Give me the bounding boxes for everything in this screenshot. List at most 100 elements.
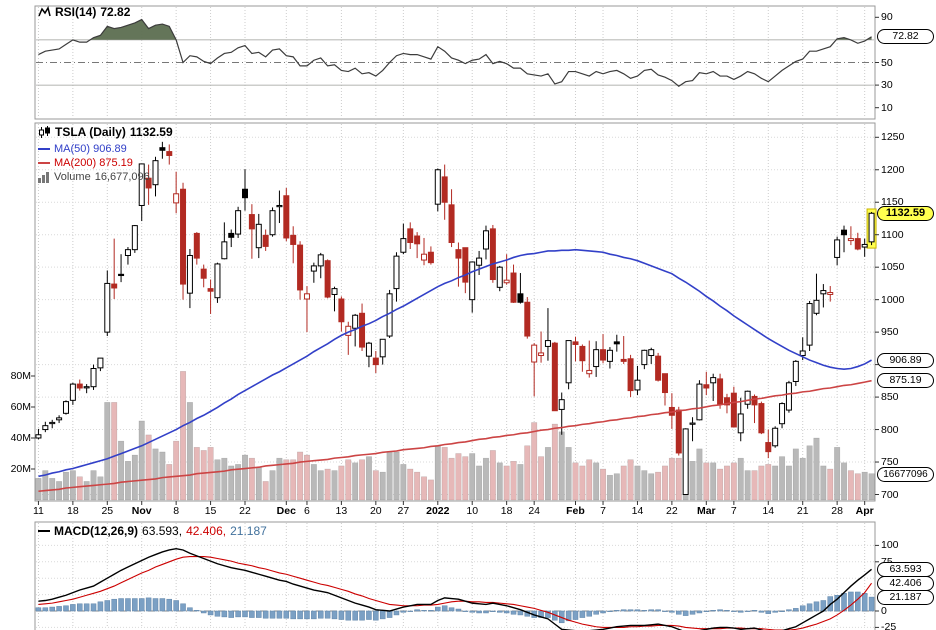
candle-body [861,243,868,248]
macd-histogram-bar [786,609,792,612]
candle-body [173,193,180,204]
macd-hist-value-badge: 21.187 [877,589,934,605]
candle-body [655,355,662,381]
volume-bar [737,457,744,501]
candle-body [806,303,813,346]
candle-body [324,260,331,298]
candle-body [565,340,572,384]
candle-body [847,238,854,242]
candle-body [779,403,786,425]
candle-body [489,228,496,281]
macd-histogram-bar [118,598,124,612]
volume-bar [668,457,675,501]
volume-bar [207,447,214,501]
candle-body [455,249,462,259]
macd-histogram-bar [269,610,276,619]
volume-bar [365,456,372,501]
candle-body [124,249,131,256]
macd-histogram-bar [63,605,69,612]
macd-histogram-bar [56,606,62,612]
candle-body [710,377,717,384]
macd-histogram-bar [855,591,861,612]
rsi-overbought-fill [38,19,872,40]
candle-body [421,253,428,261]
macd-histogram-bar [765,610,772,614]
macd-histogram-bar [607,610,613,612]
volume-bar [200,450,207,501]
volume-bar [310,464,317,501]
volume-bar [613,473,620,501]
macd-histogram-bar [731,610,737,612]
candle-body [400,238,407,253]
rsi-pane [34,5,876,120]
volume-bar [111,402,118,501]
volume-bar [765,464,772,501]
volume-bar [462,456,469,501]
volume-bar [228,465,235,501]
volume-bar [331,470,338,501]
macd-histogram-bar [338,610,345,620]
macd-histogram-bar [386,610,393,618]
volume-bar [42,470,49,501]
macd-histogram-bar [173,600,179,612]
volume-bar [847,470,854,501]
volume-bar [69,470,76,501]
candle-body [682,428,689,496]
macd-value-2: 42.406, [186,524,227,538]
volume-bar [627,459,634,501]
volume-bar [283,459,290,501]
rsi-line [38,18,872,87]
macd-histogram-bar [682,610,689,616]
candle-body [186,254,193,294]
macd-histogram-bar [641,610,648,612]
macd-histogram-bar [366,610,372,620]
macd-histogram-bar [49,606,55,612]
macd-histogram-bar [324,610,331,619]
volume-bar [586,459,593,501]
candle-body [469,261,476,301]
candle-body [579,345,586,362]
candle-body [414,235,421,245]
macd-histogram-bar [737,610,744,613]
rsi-legend: RSI(14) 72.82 [38,5,130,19]
macd-histogram-bar [799,605,806,612]
macd-histogram-bar [235,610,241,618]
candle-body [868,212,875,243]
volume-bar [531,422,538,501]
macd-histogram-bar [545,610,551,618]
volume-bar [379,471,386,501]
volume-bar [524,445,531,501]
volume-bar [303,454,310,501]
volume-bar [868,473,875,501]
macd-histogram-bar [242,610,248,618]
volume-bar [854,473,861,501]
macd-histogram-bar [490,610,496,612]
candle-body [331,288,338,295]
candle-body [462,247,469,283]
candle-body [517,293,524,303]
volume-bar [359,459,366,501]
candle-body [538,352,545,357]
candle-body [772,427,779,447]
macd-histogram-bar [138,598,145,612]
ma50-legend-text: MA(50) 906.89 [54,143,127,155]
macd-histogram-bar [207,610,214,616]
candle-body [834,239,841,258]
volume-bar [276,457,283,501]
candle-body [648,349,655,357]
macd-histogram-bar [806,603,813,612]
ma50-line-icon [38,148,50,150]
macd-histogram-bar [90,603,97,612]
macd-histogram-bar [283,610,290,619]
volume-bar [248,457,255,501]
volume-bar [297,451,304,501]
rsi-icon [38,6,51,17]
candle-body [572,341,579,345]
macd-histogram-bar [689,610,696,615]
volume-bar [717,468,724,501]
candle-body [207,288,214,292]
candle-body [111,283,118,289]
volume-bar [414,471,421,501]
rsi-legend-label: RSI(14) [55,5,97,19]
volume-legend-value: 16,677,096 [94,171,150,183]
